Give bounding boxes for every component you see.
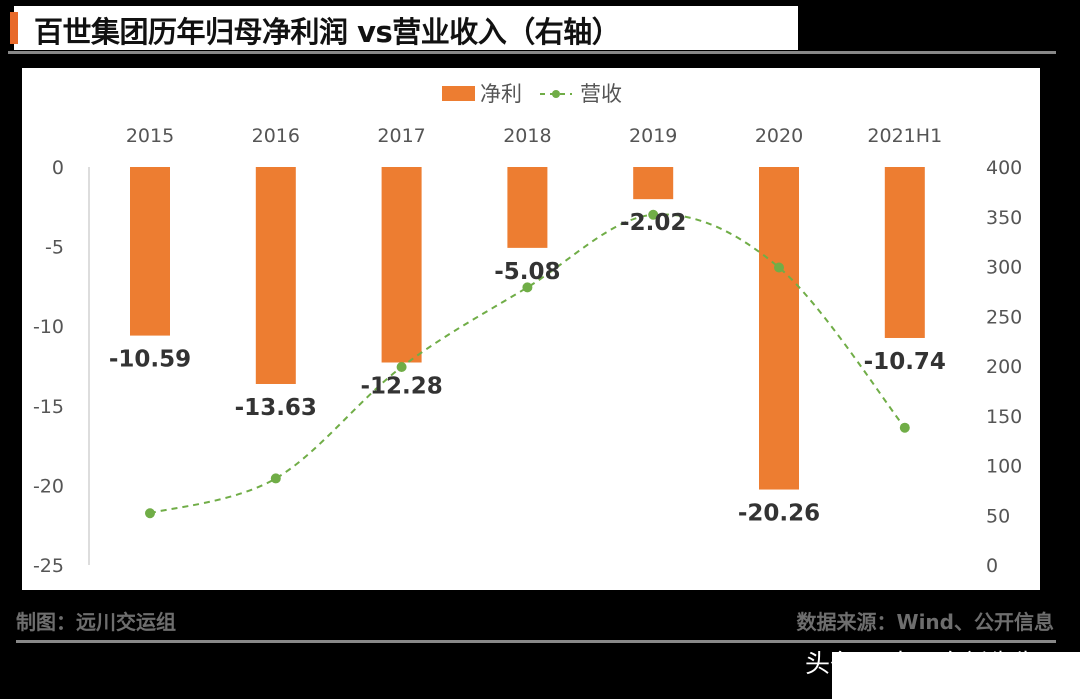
bar-2015 — [130, 167, 170, 336]
x-tick-label: 2018 — [503, 125, 551, 147]
x-tick-label: 2021H1 — [867, 125, 942, 147]
footer-divider — [16, 640, 1056, 643]
watermark: 头条 @南国自新先生 — [805, 649, 1038, 678]
bar-2020 — [759, 167, 799, 490]
legend-label-profit: 净利 — [480, 82, 522, 106]
revenue-point-2018 — [522, 282, 533, 293]
revenue-point-2021H1 — [899, 422, 910, 433]
legend-line-marker — [552, 90, 560, 98]
bar-2018 — [507, 167, 548, 248]
title-divider — [8, 51, 1056, 54]
revenue-point-2016 — [270, 473, 281, 484]
data-label: -12.28 — [360, 373, 442, 399]
x-tick-label: 2019 — [629, 125, 677, 147]
data-label: -10.74 — [864, 349, 946, 375]
data-label: -5.08 — [494, 259, 560, 285]
right-tick-label: 300 — [986, 257, 1022, 279]
right-tick-label: 200 — [986, 356, 1022, 378]
right-tick-label: 250 — [986, 306, 1022, 328]
revenue-point-2015 — [145, 508, 155, 519]
watermark-box — [832, 652, 1080, 699]
revenue-point-2020 — [774, 262, 784, 273]
bar-2017 — [381, 167, 422, 363]
footer-source: 数据来源：Wind、公开信息 — [796, 610, 1054, 634]
data-label: -20.26 — [738, 501, 820, 527]
right-tick-label: 100 — [986, 456, 1022, 478]
x-tick-label: 2017 — [377, 125, 425, 147]
chart-title: 百世集团历年归母净利润 vs营业收入（右轴） — [34, 15, 621, 49]
x-tick-label: 2015 — [126, 125, 174, 147]
left-tick-label: 0 — [52, 157, 64, 179]
legend: 净利 营收 — [442, 82, 622, 106]
left-tick-label: -20 — [33, 475, 64, 497]
left-tick-label: -10 — [33, 316, 64, 338]
legend-bar-swatch — [442, 86, 475, 101]
right-tick-label: 50 — [986, 505, 1010, 527]
legend-label-revenue: 营收 — [580, 82, 622, 106]
bar-2021H1 — [884, 167, 925, 338]
chart-panel — [22, 68, 1040, 590]
revenue-point-2019 — [648, 209, 659, 220]
bar-2019 — [633, 167, 674, 200]
x-tick-label: 2016 — [252, 125, 300, 147]
left-tick-label: -25 — [33, 555, 64, 577]
bar-2016 — [255, 167, 296, 384]
data-label: -13.63 — [235, 395, 317, 421]
right-tick-label: 0 — [986, 555, 998, 577]
right-tick-label: 350 — [986, 207, 1022, 229]
title-box — [14, 6, 798, 50]
title-accent-bar — [10, 12, 18, 44]
revenue-point-2017 — [396, 361, 407, 372]
right-tick-label: 400 — [986, 157, 1022, 179]
data-label: -10.59 — [109, 347, 191, 373]
right-tick-label: 150 — [986, 406, 1022, 428]
left-tick-label: -5 — [45, 237, 64, 259]
data-label: -2.02 — [620, 210, 686, 236]
footer-author: 制图：远川交运组 — [16, 610, 176, 634]
left-tick-label: -15 — [33, 396, 64, 418]
x-tick-label: 2020 — [755, 125, 803, 147]
